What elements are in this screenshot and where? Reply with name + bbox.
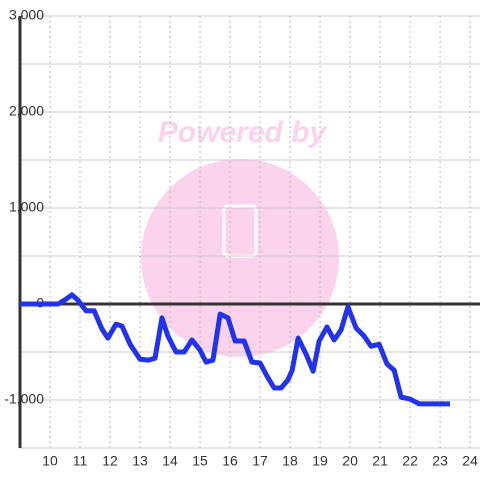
x-tick-label: 10 (42, 453, 58, 469)
data-line (20, 292, 450, 407)
x-tick-label: 14 (162, 453, 178, 469)
x-tick-label: 19 (312, 453, 328, 469)
x-tick-label: 20 (342, 453, 358, 469)
y-tick-label: 3,000 (9, 7, 44, 23)
y-tick-label: 1,000 (9, 199, 44, 215)
watermark-text: Powered by (158, 116, 328, 149)
y-tick-label: -1,000 (4, 391, 44, 407)
x-tick-label: 21 (372, 453, 388, 469)
x-tick-label: 24 (462, 453, 478, 469)
x-tick-label: 17 (252, 453, 268, 469)
x-tick-label: 22 (402, 453, 418, 469)
x-tick-label: 12 (102, 453, 118, 469)
y-tick-label: 2,000 (9, 103, 44, 119)
x-tick-label: 23 (432, 453, 448, 469)
x-tick-label: 16 (222, 453, 238, 469)
watermark-logo (141, 159, 339, 357)
x-tick-label: 15 (192, 453, 208, 469)
x-tick-label: 13 (132, 453, 148, 469)
x-tick-label: 11 (73, 453, 88, 469)
x-tick-label: 18 (282, 453, 298, 469)
